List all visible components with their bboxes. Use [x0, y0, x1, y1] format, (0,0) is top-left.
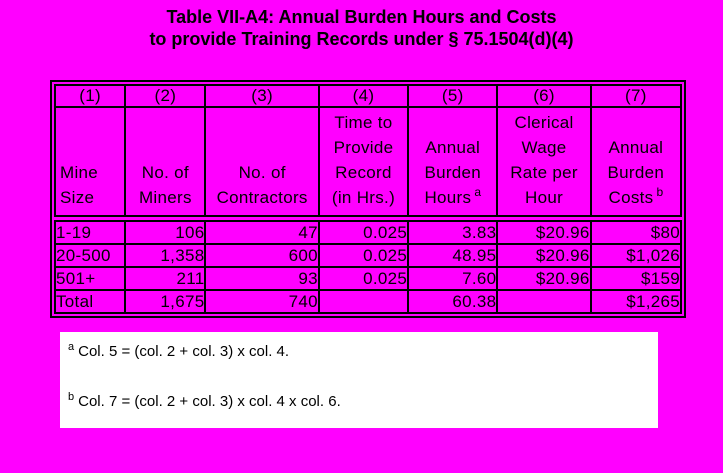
column-number: (4): [317, 84, 410, 108]
column-header-burden-costs: Annual Burden Costs b: [589, 106, 683, 220]
table-cell: 48.95: [407, 243, 499, 268]
footnote-b-marker: b: [68, 391, 75, 403]
column-number: (7): [589, 84, 683, 108]
table-cell: 106: [124, 215, 207, 245]
table-cell: 0.025: [317, 215, 410, 245]
column-number: (6): [496, 84, 592, 108]
footnote-b: b Col. 7 = (col. 2 + col. 3) x col. 4 x c…: [68, 389, 658, 410]
footnote-a-marker: a: [68, 341, 75, 353]
column-header-contractors: No. of Contractors: [204, 106, 320, 220]
column-number: (3): [204, 84, 320, 108]
table-cell: $20.96: [496, 266, 592, 291]
footnote-b-text: Col. 7 = (col. 2 + col. 3) x col. 4 x co…: [78, 393, 341, 410]
column-header-mine-size: Mine Size: [53, 106, 127, 220]
column-header-miners: No. of Miners: [124, 106, 207, 220]
table-cell: 1-19: [53, 215, 127, 245]
table-cell: $20.96: [496, 243, 592, 268]
table-cell: 1,358: [124, 243, 207, 268]
table-cell: 600: [204, 243, 320, 268]
table-cell: 7.60: [407, 266, 499, 291]
table-cell: 93: [204, 266, 320, 291]
page-title-line-1: Table VII-A4: Annual Burden Hours and Co…: [166, 7, 557, 27]
table-cell: 501+: [53, 266, 127, 291]
table-cell: 0.025: [317, 266, 410, 291]
table-cell: Total: [53, 289, 127, 314]
burden-table-frame: (1) (2) (3) (4) (5) (6) (7) Mine Size No…: [50, 80, 686, 318]
table-cell: $20.96: [496, 215, 592, 245]
table-cell: [317, 289, 410, 314]
page-title-line-2: to provide Training Records under § 75.1…: [149, 29, 574, 49]
page-title: Table VII-A4: Annual Burden Hours and Co…: [0, 6, 723, 50]
burden-table: (1) (2) (3) (4) (5) (6) (7) Mine Size No…: [53, 84, 683, 314]
table-cell: 740: [204, 289, 320, 314]
table-cell: [496, 289, 592, 314]
column-number: (1): [53, 84, 127, 108]
column-header-row: Mine Size No. of Miners No. of Contracto…: [53, 106, 683, 220]
table-cell: $159: [589, 266, 683, 291]
column-number: (5): [407, 84, 499, 108]
table-cell: $1,265: [589, 289, 683, 314]
table-row-20-500: 20-500 1,358 600 0.025 48.95 $20.96 $1,0…: [53, 243, 683, 268]
table-cell: $1,026: [589, 243, 683, 268]
table-cell: 3.83: [407, 215, 499, 245]
column-header-time: Time to Provide Record (in Hrs.): [317, 106, 410, 220]
footnote-a: a Col. 5 = (col. 2 + col. 3) x col. 4.: [68, 339, 658, 360]
table-row-1-19: 1-19 106 47 0.025 3.83 $20.96 $80: [53, 215, 683, 245]
column-number: (2): [124, 84, 207, 108]
column-header-wage-rate: Clerical Wage Rate per Hour: [496, 106, 592, 220]
table-row-total: Total 1,675 740 60.38 $1,265: [53, 289, 683, 314]
column-number-row: (1) (2) (3) (4) (5) (6) (7): [53, 84, 683, 108]
footnote-a-text: Col. 5 = (col. 2 + col. 3) x col. 4.: [78, 343, 290, 360]
table-row-501-plus: 501+ 211 93 0.025 7.60 $20.96 $159: [53, 266, 683, 291]
table-cell: $80: [589, 215, 683, 245]
table-cell: 0.025: [317, 243, 410, 268]
table-cell: 60.38: [407, 289, 499, 314]
table-cell: 20-500: [53, 243, 127, 268]
column-header-burden-hours: Annual Burden Hours a: [407, 106, 499, 220]
table-cell: 1,675: [124, 289, 207, 314]
table-cell: 211: [124, 266, 207, 291]
footnote-marker-b: b: [656, 185, 664, 200]
table-cell: 47: [204, 215, 320, 245]
footnote-marker-a: a: [474, 185, 482, 200]
